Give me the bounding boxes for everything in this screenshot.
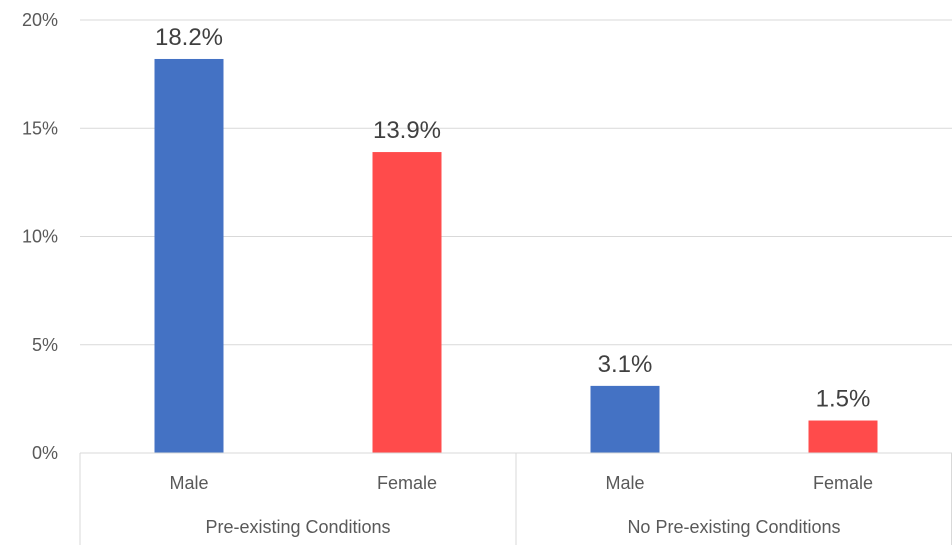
x-axis: Male Female Pre-existing Conditions Male Fem… bbox=[79, 452, 952, 545]
y-axis-tick-labels: 0% 5% 10% 15% 20% bbox=[22, 10, 58, 463]
x-group-label: Pre-existing Conditions bbox=[205, 517, 390, 537]
x-category-label: Female bbox=[813, 473, 873, 493]
x-category-label: Male bbox=[169, 473, 208, 493]
y-tick-label: 15% bbox=[22, 118, 58, 138]
gridlines bbox=[80, 19, 952, 346]
data-labels: 18.2% 13.9% 3.1% 1.5% bbox=[155, 24, 870, 413]
y-tick-label: 5% bbox=[32, 335, 58, 355]
x-category-label: Female bbox=[377, 473, 437, 493]
y-tick-label: 0% bbox=[32, 443, 58, 463]
data-label: 13.9% bbox=[373, 117, 441, 144]
data-label: 18.2% bbox=[155, 24, 223, 51]
bar bbox=[808, 420, 878, 453]
x-category-label: Male bbox=[605, 473, 644, 493]
data-label: 1.5% bbox=[816, 386, 871, 413]
y-tick-label: 20% bbox=[22, 10, 58, 30]
bar bbox=[154, 58, 224, 453]
bars bbox=[154, 58, 878, 453]
y-tick-label: 10% bbox=[22, 227, 58, 247]
bar bbox=[590, 385, 660, 453]
bar bbox=[372, 152, 442, 453]
x-group-label: No Pre-existing Conditions bbox=[627, 517, 840, 537]
data-label: 3.1% bbox=[598, 351, 653, 378]
